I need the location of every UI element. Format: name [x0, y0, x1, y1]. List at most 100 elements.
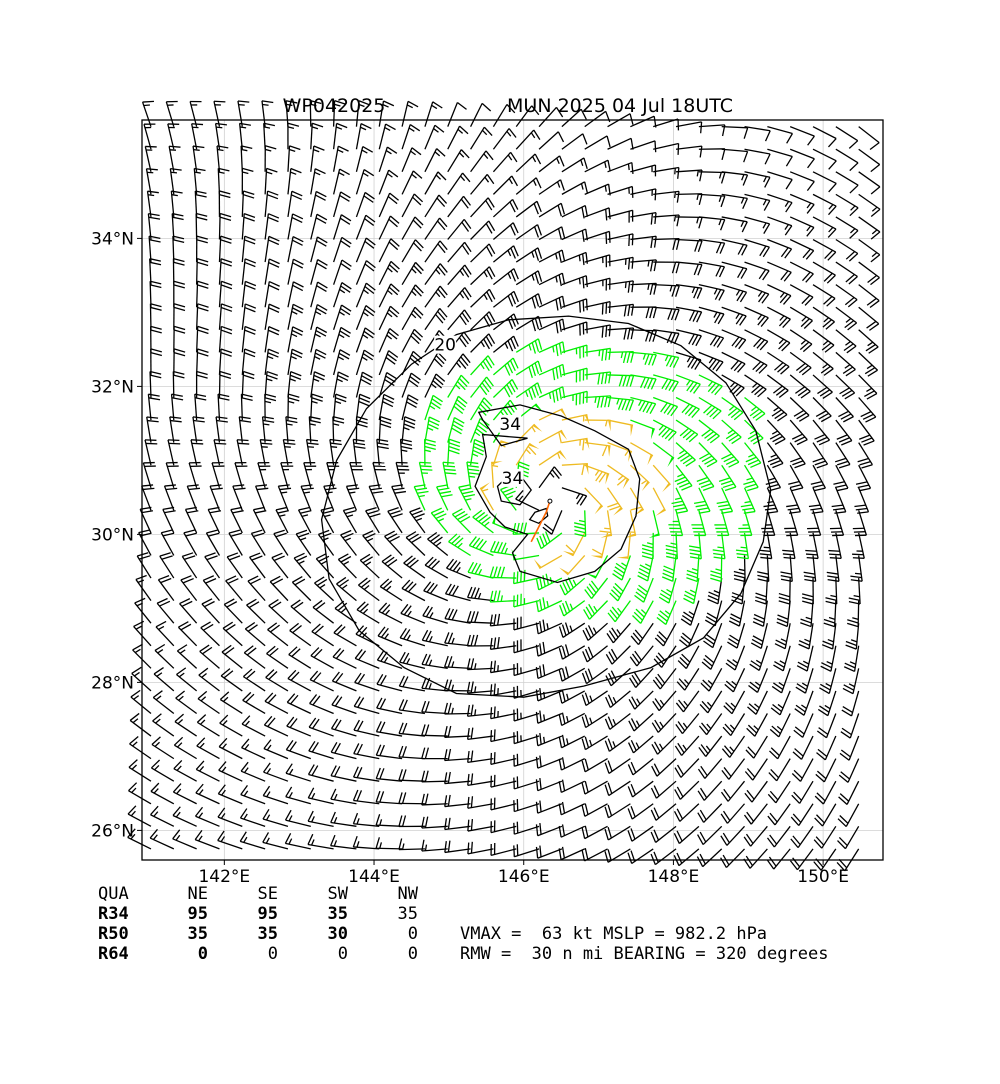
barb-flag	[245, 327, 256, 331]
wind-barb	[309, 417, 320, 443]
barb-flag	[562, 690, 565, 701]
wind-barb	[324, 485, 337, 510]
barb-half	[334, 840, 336, 846]
barb-half	[327, 492, 333, 493]
barb-flag	[802, 598, 813, 601]
wind-barb	[445, 772, 471, 784]
barb-half	[709, 358, 713, 363]
wind-barb	[840, 736, 859, 760]
barb-flag	[425, 817, 427, 828]
barb-flag	[251, 530, 262, 533]
barb-flag	[205, 553, 216, 557]
wind-barb	[331, 835, 357, 849]
barb-flag	[457, 103, 466, 110]
barb-flag	[583, 134, 587, 145]
wind-barb	[425, 264, 447, 285]
wind-barb	[382, 555, 402, 578]
wind-barb	[301, 485, 314, 510]
wind-barb	[311, 123, 323, 149]
barb-flag	[197, 353, 208, 356]
barb-flag	[536, 824, 537, 835]
wind-barb	[242, 716, 265, 736]
barb-half	[349, 492, 355, 493]
barb-flag	[780, 572, 791, 574]
barb-half	[469, 476, 475, 477]
barb-flag	[330, 439, 341, 440]
wind-barb	[402, 417, 415, 443]
wind-barb	[516, 154, 540, 172]
barb-half	[289, 839, 292, 845]
barb-flag	[445, 656, 449, 667]
barb-flag	[650, 284, 652, 295]
barb-flag	[689, 546, 700, 548]
barb-half	[595, 397, 596, 403]
wind-barb	[174, 326, 185, 352]
wind-barb	[745, 375, 767, 397]
barb-flag	[582, 850, 584, 861]
wind-barb	[425, 218, 447, 239]
wind-barb	[559, 757, 584, 770]
wind-barb	[813, 149, 836, 169]
barb-half	[133, 742, 138, 746]
barb-half	[172, 195, 178, 196]
wind-barb	[813, 127, 836, 147]
barb-flag	[559, 627, 563, 638]
barb-flag	[766, 131, 771, 141]
barb-flag	[331, 835, 335, 846]
barb-flag	[605, 396, 607, 407]
wind-barb	[836, 194, 858, 215]
barb-half	[363, 335, 368, 338]
wind-barb	[514, 617, 539, 630]
wind-barb	[562, 464, 589, 475]
wind-barb	[516, 248, 541, 262]
wind-barb	[652, 713, 676, 732]
wind-barb	[813, 240, 836, 261]
barb-flag	[265, 398, 276, 401]
wind-barb	[299, 507, 312, 532]
barb-half	[613, 719, 615, 725]
barb-half	[425, 450, 431, 451]
barb-flag	[802, 601, 813, 604]
wind-barb	[539, 156, 564, 172]
barb-flag	[801, 619, 812, 623]
wind-barb	[220, 692, 242, 714]
barb-flag	[234, 488, 245, 489]
wind-barb	[333, 648, 356, 668]
wind-barb	[585, 465, 609, 484]
barb-flag	[422, 678, 426, 689]
wind-barb	[311, 372, 325, 398]
barb-half	[403, 843, 404, 849]
barb-pennant	[605, 473, 609, 484]
barb-flag	[607, 136, 610, 147]
wind-barb	[219, 281, 232, 307]
barb-half	[315, 172, 321, 174]
wind-barb	[250, 553, 266, 578]
barb-flag	[217, 420, 228, 422]
barb-half	[826, 683, 831, 686]
wind-barb	[402, 194, 423, 217]
wind-barb	[311, 169, 326, 195]
barb-half	[660, 722, 663, 727]
barb-flag	[808, 159, 815, 168]
barb-flag	[743, 481, 754, 484]
barb-flag	[790, 458, 801, 462]
wind-barb	[174, 304, 185, 330]
wind-barb	[174, 349, 185, 375]
wind-barb	[235, 463, 247, 488]
wind-barb	[231, 507, 244, 532]
barb-flag	[532, 343, 535, 354]
barb-flag	[250, 553, 261, 557]
barb-half	[645, 564, 651, 567]
wind-barb	[562, 299, 587, 313]
wind-barb	[178, 622, 196, 646]
barb-half	[684, 680, 688, 685]
barb-half	[595, 470, 598, 475]
wind-barb	[679, 623, 698, 647]
wind-barb	[775, 623, 790, 649]
barb-flag	[609, 372, 611, 383]
barb-half	[785, 224, 788, 229]
barb-flag	[717, 502, 728, 504]
barb-flag	[608, 739, 612, 750]
wind-barb	[356, 124, 371, 150]
barb-half	[218, 172, 224, 173]
